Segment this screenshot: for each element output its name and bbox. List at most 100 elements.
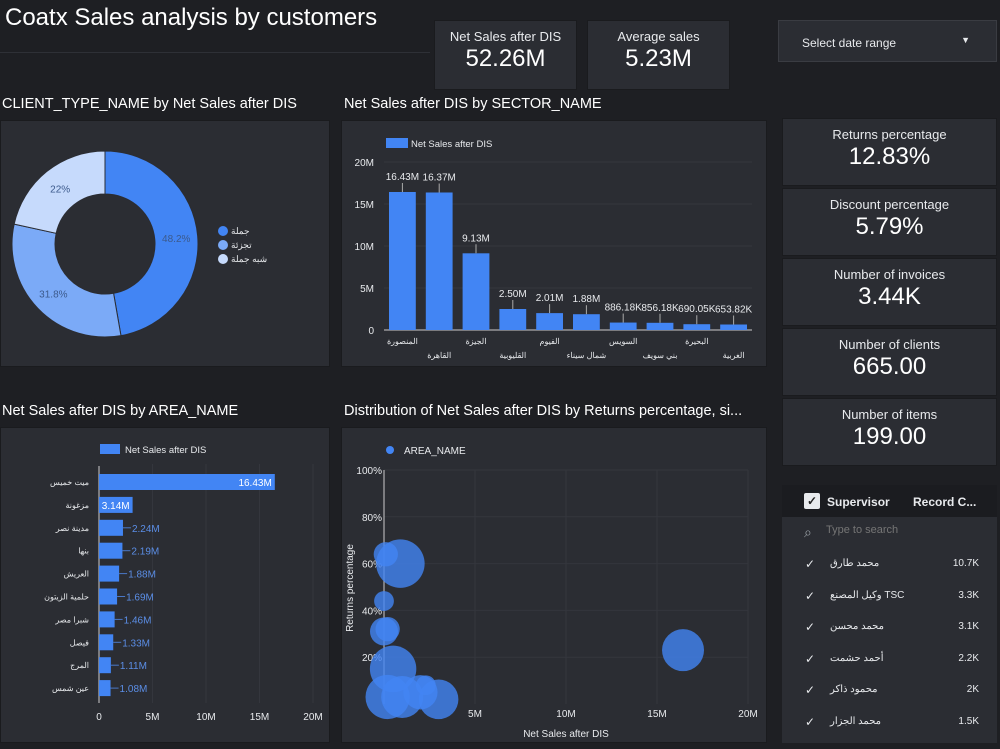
legend-label: Net Sales after DIS	[125, 445, 206, 456]
bar	[99, 634, 114, 651]
y-tick-label: 60%	[362, 560, 382, 571]
x-tick-label: السويس	[609, 337, 637, 346]
check-icon: ✓	[805, 651, 816, 666]
data-label: 856.18K	[641, 303, 679, 314]
chart-title: CLIENT_TYPE_NAME by Net Sales after DIS	[2, 96, 297, 112]
slice-label: 48.2%	[162, 234, 190, 245]
bubble	[662, 629, 705, 672]
data-label: 1.08M	[120, 684, 148, 695]
area-bar-panel: Net Sales after DIS 0 5M 10M 15M 20M ميت خميس 1…	[0, 427, 330, 743]
y-tick-label: 5M	[360, 284, 374, 295]
divider	[0, 52, 430, 53]
kpi-label: Number of clients	[838, 337, 941, 352]
select-all-checkbox[interactable]: ✓	[804, 493, 820, 509]
x-tick-label: 5M	[468, 709, 482, 720]
supervisor-row[interactable]: ✓ TSC وكيل المصنع 3.3K	[782, 580, 997, 610]
page-title: Coatx Sales analysis by customers	[5, 4, 378, 31]
legend-label: جملة	[231, 226, 250, 236]
supervisor-row[interactable]: ✓ أحمد حشمت 2.2K	[782, 643, 997, 673]
bar	[99, 474, 275, 490]
sector-bar-panel: Net Sales after DIS 0 5M 10M 15M 20M 16.43M الم…	[341, 120, 767, 367]
supervisor-name: محمود ذاكر	[830, 684, 878, 695]
record-count: 10.7K	[952, 558, 979, 569]
y-tick-label: 0	[368, 326, 374, 337]
donut-slice	[11, 223, 122, 338]
bar	[683, 324, 711, 330]
kpi-card: Number of items 199.00	[782, 398, 997, 466]
supervisor-column-header[interactable]: Supervisor	[827, 495, 890, 509]
slice-label: 22%	[50, 184, 70, 195]
y-tick-label: حلمية الزيتون	[44, 593, 89, 602]
donut-chart: 48.2% جملة 31.8% تجزئة 22% شبه جملة	[11, 150, 267, 338]
supervisor-row[interactable]: ✓ محمد الجزار 1.5K	[782, 706, 997, 736]
date-range-dropdown[interactable]: Select date range ▼	[778, 20, 997, 62]
y-tick-label: 20M	[355, 158, 374, 169]
bar	[389, 191, 416, 330]
record-count-column-header[interactable]: Record C...	[913, 495, 977, 509]
kpi-label: Discount percentage	[829, 197, 950, 212]
legend-label: AREA_NAME	[404, 446, 466, 457]
bar	[99, 657, 111, 674]
supervisor-row[interactable]: ✓ محمود ذاكر 2K	[782, 674, 997, 704]
supervisor-search-input[interactable]	[826, 524, 986, 536]
bar	[536, 313, 563, 330]
kpi-label: Number of items	[841, 407, 938, 422]
check-icon: ✓	[805, 588, 816, 603]
kpi-value: 12.83%	[848, 143, 931, 170]
supervisor-name: محمد الجزار	[830, 715, 882, 727]
bar	[646, 322, 674, 330]
y-tick-label: 15M	[355, 200, 374, 211]
bubble	[370, 617, 398, 646]
legend-marker	[386, 138, 408, 148]
donut-slice	[13, 150, 106, 234]
data-label: 1.69M	[126, 593, 154, 604]
data-label: 16.37M	[423, 172, 456, 183]
date-range-label: Select date range	[802, 36, 897, 50]
kpi-value: 199.00	[852, 423, 927, 450]
y-tick-label: فيصل	[70, 638, 89, 647]
x-tick-label: بني سويف	[643, 351, 678, 360]
x-tick-label: شمال سيناء	[567, 351, 607, 360]
x-axis-title: Net Sales after DIS	[523, 729, 609, 740]
kpi-card: Returns percentage 12.83%	[782, 118, 997, 186]
x-tick-label: القليوبية	[499, 351, 526, 360]
y-axis-title: Returns percentage	[345, 544, 356, 632]
x-tick-label: 20M	[738, 709, 757, 720]
bar	[99, 588, 118, 605]
bubble-chart: AREA_NAME 20% 40% 60% 80% 100% 5M 10M 15M 20M Net …	[345, 446, 758, 740]
bar	[609, 322, 637, 330]
check-icon: ✓	[805, 683, 816, 697]
bar	[573, 314, 600, 330]
supervisor-row[interactable]: ✓ محمد طارق 10.7K	[782, 548, 997, 578]
record-count: 1.5K	[958, 715, 979, 727]
y-tick-label: ميت خميس	[50, 478, 89, 487]
data-label: 16.43M	[238, 478, 271, 489]
bar	[462, 253, 490, 330]
kpi-value: 5.23M	[625, 45, 692, 72]
x-tick-label: 10M	[556, 709, 575, 720]
legend-marker	[218, 254, 228, 264]
legend-marker	[218, 226, 228, 236]
x-tick-label: الجيزة	[466, 337, 487, 346]
kpi-average-sales: Average sales 5.23M	[587, 20, 730, 90]
legend-label: تجزئة	[231, 240, 252, 251]
bubble	[376, 539, 425, 588]
data-label: 886.18K	[605, 303, 643, 314]
data-label: 3.14M	[102, 501, 130, 512]
data-label: 1.46M	[124, 615, 152, 626]
x-tick-label: 15M	[647, 709, 666, 720]
check-icon: ✓	[805, 714, 816, 729]
kpi-label: Number of invoices	[833, 267, 946, 282]
legend-label: شبه جملة	[231, 254, 267, 264]
record-count: 3.3K	[958, 589, 979, 601]
record-count: 2K	[966, 684, 979, 695]
data-label: 653.82K	[715, 305, 753, 316]
bar	[499, 309, 527, 330]
y-tick-label: عين شمس	[52, 684, 89, 693]
kpi-value: 3.44K	[858, 283, 921, 310]
supervisor-row[interactable]: ✓ محمد محسن 3.1K	[782, 611, 997, 641]
y-tick-label: مزغونة	[65, 501, 89, 510]
search-icon: ⌕	[804, 524, 812, 540]
x-tick-label: البحيرة	[685, 337, 708, 346]
donut-panel: 48.2% جملة 31.8% تجزئة 22% شبه جملة	[0, 120, 330, 367]
